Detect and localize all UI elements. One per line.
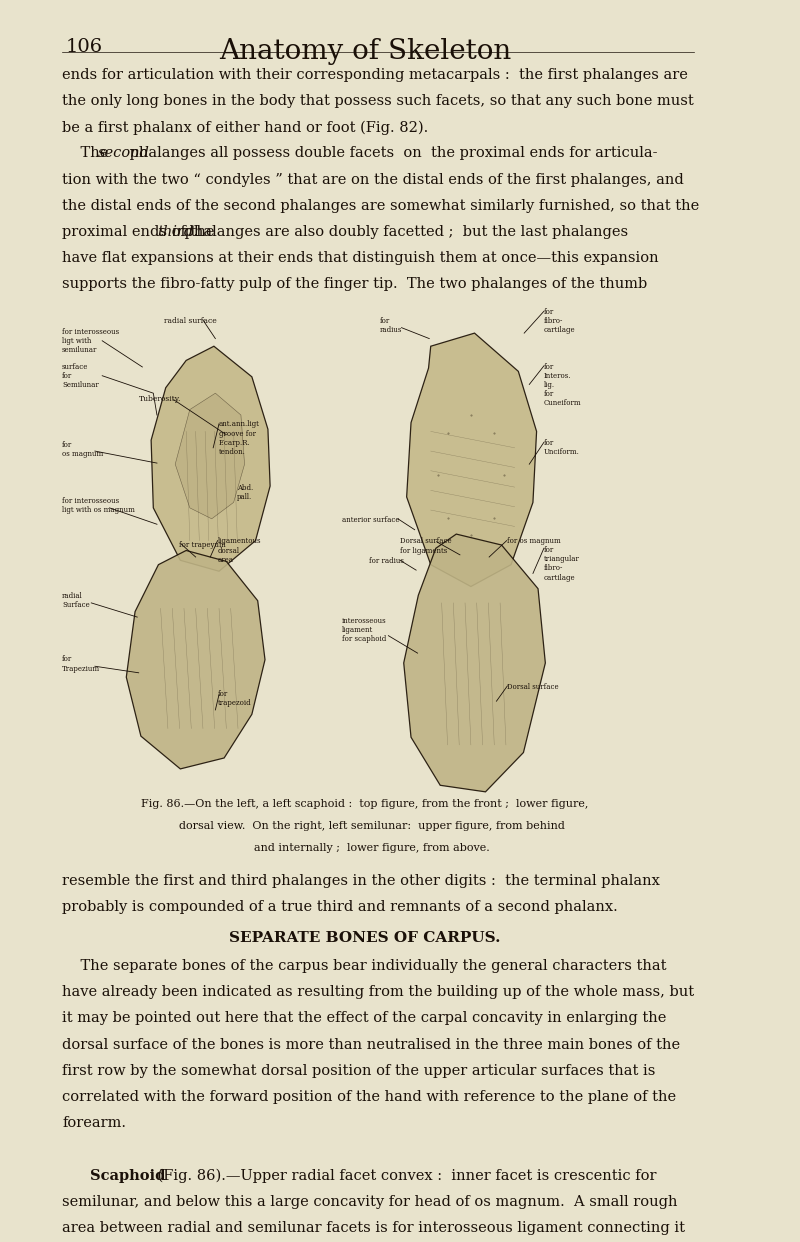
- Text: for interosseous
ligt with os magnum: for interosseous ligt with os magnum: [62, 497, 135, 514]
- Text: for
fibro-
cartilage: for fibro- cartilage: [544, 308, 575, 334]
- Text: ends for articulation with their corresponding metacarpals :  the first phalange: ends for articulation with their corresp…: [62, 68, 688, 82]
- Text: for
os magnum: for os magnum: [62, 441, 103, 458]
- Text: for os magnum: for os magnum: [507, 538, 561, 545]
- Text: interosseous
ligament
for scaphoid: interosseous ligament for scaphoid: [342, 617, 386, 643]
- Text: Dorsal surface: Dorsal surface: [507, 683, 559, 691]
- Text: forearm.: forearm.: [62, 1117, 126, 1130]
- Text: have flat expansions at their ends that distinguish them at once—this expansion: have flat expansions at their ends that …: [62, 251, 658, 266]
- Text: resemble the first and third phalanges in the other digits :  the terminal phala: resemble the first and third phalanges i…: [62, 874, 660, 888]
- Text: ligamentous
dorsal
area: ligamentous dorsal area: [218, 538, 261, 564]
- Text: the only long bones in the body that possess such facets, so that any such bone : the only long bones in the body that pos…: [62, 94, 694, 108]
- Text: for
radius: for radius: [380, 317, 402, 334]
- Text: Abd.
pall.: Abd. pall.: [238, 484, 254, 501]
- Polygon shape: [126, 550, 265, 769]
- Text: Anatomy of Skeleton: Anatomy of Skeleton: [219, 39, 511, 66]
- Text: Tuberosity.: Tuberosity.: [138, 395, 181, 404]
- Text: correlated with the forward position of the hand with reference to the plane of : correlated with the forward position of …: [62, 1090, 676, 1104]
- Text: first row by the somewhat dorsal position of the upper articular surfaces that i: first row by the somewhat dorsal positio…: [62, 1064, 655, 1078]
- Text: The separate bones of the carpus bear individually the general characters that: The separate bones of the carpus bear in…: [62, 959, 666, 972]
- Text: for
triangular
fibro-
cartilage: for triangular fibro- cartilage: [544, 546, 580, 581]
- Text: (Fig. 86).—Upper radial facet convex :  inner facet is crescentic for: (Fig. 86).—Upper radial facet convex : i…: [154, 1169, 657, 1184]
- Text: radial
Surface: radial Surface: [62, 592, 90, 609]
- Polygon shape: [175, 394, 245, 519]
- Text: for
Trapezium: for Trapezium: [62, 656, 100, 672]
- Text: supports the fibro-fatty pulp of the finger tip.  The two phalanges of the thumb: supports the fibro-fatty pulp of the fin…: [62, 277, 647, 292]
- Text: area between radial and semilunar facets is for interosseous ligament connecting: area between radial and semilunar facets…: [62, 1221, 685, 1235]
- Text: proximal ends of the: proximal ends of the: [62, 225, 219, 238]
- Polygon shape: [406, 333, 537, 586]
- Text: second: second: [98, 147, 150, 160]
- Text: have already been indicated as resulting from the building up of the whole mass,: have already been indicated as resulting…: [62, 985, 694, 999]
- Polygon shape: [404, 534, 546, 792]
- Text: for
Unciform.: for Unciform.: [544, 440, 580, 456]
- Text: anterior surface: anterior surface: [342, 515, 399, 524]
- Text: it may be pointed out here that the effect of the carpal concavity in enlarging : it may be pointed out here that the effe…: [62, 1011, 666, 1026]
- Text: phalanges are also doubly facetted ;  but the last phalanges: phalanges are also doubly facetted ; but…: [180, 225, 628, 238]
- Text: for
trapezoid: for trapezoid: [218, 691, 251, 708]
- Text: phalanges all possess double facets  on  the proximal ends for articula-: phalanges all possess double facets on t…: [126, 147, 658, 160]
- Text: and internally ;  lower figure, from above.: and internally ; lower figure, from abov…: [240, 843, 490, 853]
- Text: for
Interos.
lig.
for
Cuneiform: for Interos. lig. for Cuneiform: [544, 363, 582, 407]
- Text: surface
for
Semilunar: surface for Semilunar: [62, 363, 99, 389]
- Text: tion with the two “ condyles ” that are on the distal ends of the first phalange: tion with the two “ condyles ” that are …: [62, 173, 684, 186]
- Text: be a first phalanx of either hand or foot (Fig. 82).: be a first phalanx of either hand or foo…: [62, 120, 428, 134]
- Text: 106: 106: [66, 39, 103, 56]
- Text: for radius: for radius: [369, 556, 403, 565]
- Text: SEPARATE BONES OF CARPUS.: SEPARATE BONES OF CARPUS.: [230, 930, 501, 945]
- Polygon shape: [151, 347, 270, 571]
- Text: semilunar, and below this a large concavity for head of os magnum.  A small roug: semilunar, and below this a large concav…: [62, 1195, 678, 1208]
- Text: third: third: [157, 225, 194, 238]
- Text: dorsal surface of the bones is more than neutralised in the three main bones of : dorsal surface of the bones is more than…: [62, 1037, 680, 1052]
- Text: Fig. 86.—On the left, a left scaphoid :  top figure, from the front ;  lower fig: Fig. 86.—On the left, a left scaphoid : …: [142, 800, 589, 810]
- Text: for interosseous
ligt with
semilunar: for interosseous ligt with semilunar: [62, 328, 119, 354]
- Text: for trapeyum: for trapeyum: [179, 540, 226, 549]
- Text: ant.ann.ligt
groove for
F.carp.R.
tendon.: ant.ann.ligt groove for F.carp.R. tendon…: [219, 421, 260, 456]
- Text: Dorsal surface
for ligaments: Dorsal surface for ligaments: [400, 538, 452, 555]
- Text: Scaphoid: Scaphoid: [90, 1169, 165, 1182]
- Text: The: The: [62, 147, 113, 160]
- Text: probably is compounded of a true third and remnants of a second phalanx.: probably is compounded of a true third a…: [62, 900, 618, 914]
- Text: dorsal view.  On the right, left semilunar:  upper figure, from behind: dorsal view. On the right, left semiluna…: [165, 821, 565, 831]
- Text: radial surface: radial surface: [164, 317, 217, 324]
- Text: the distal ends of the second phalanges are somewhat similarly furnished, so tha: the distal ends of the second phalanges …: [62, 199, 699, 212]
